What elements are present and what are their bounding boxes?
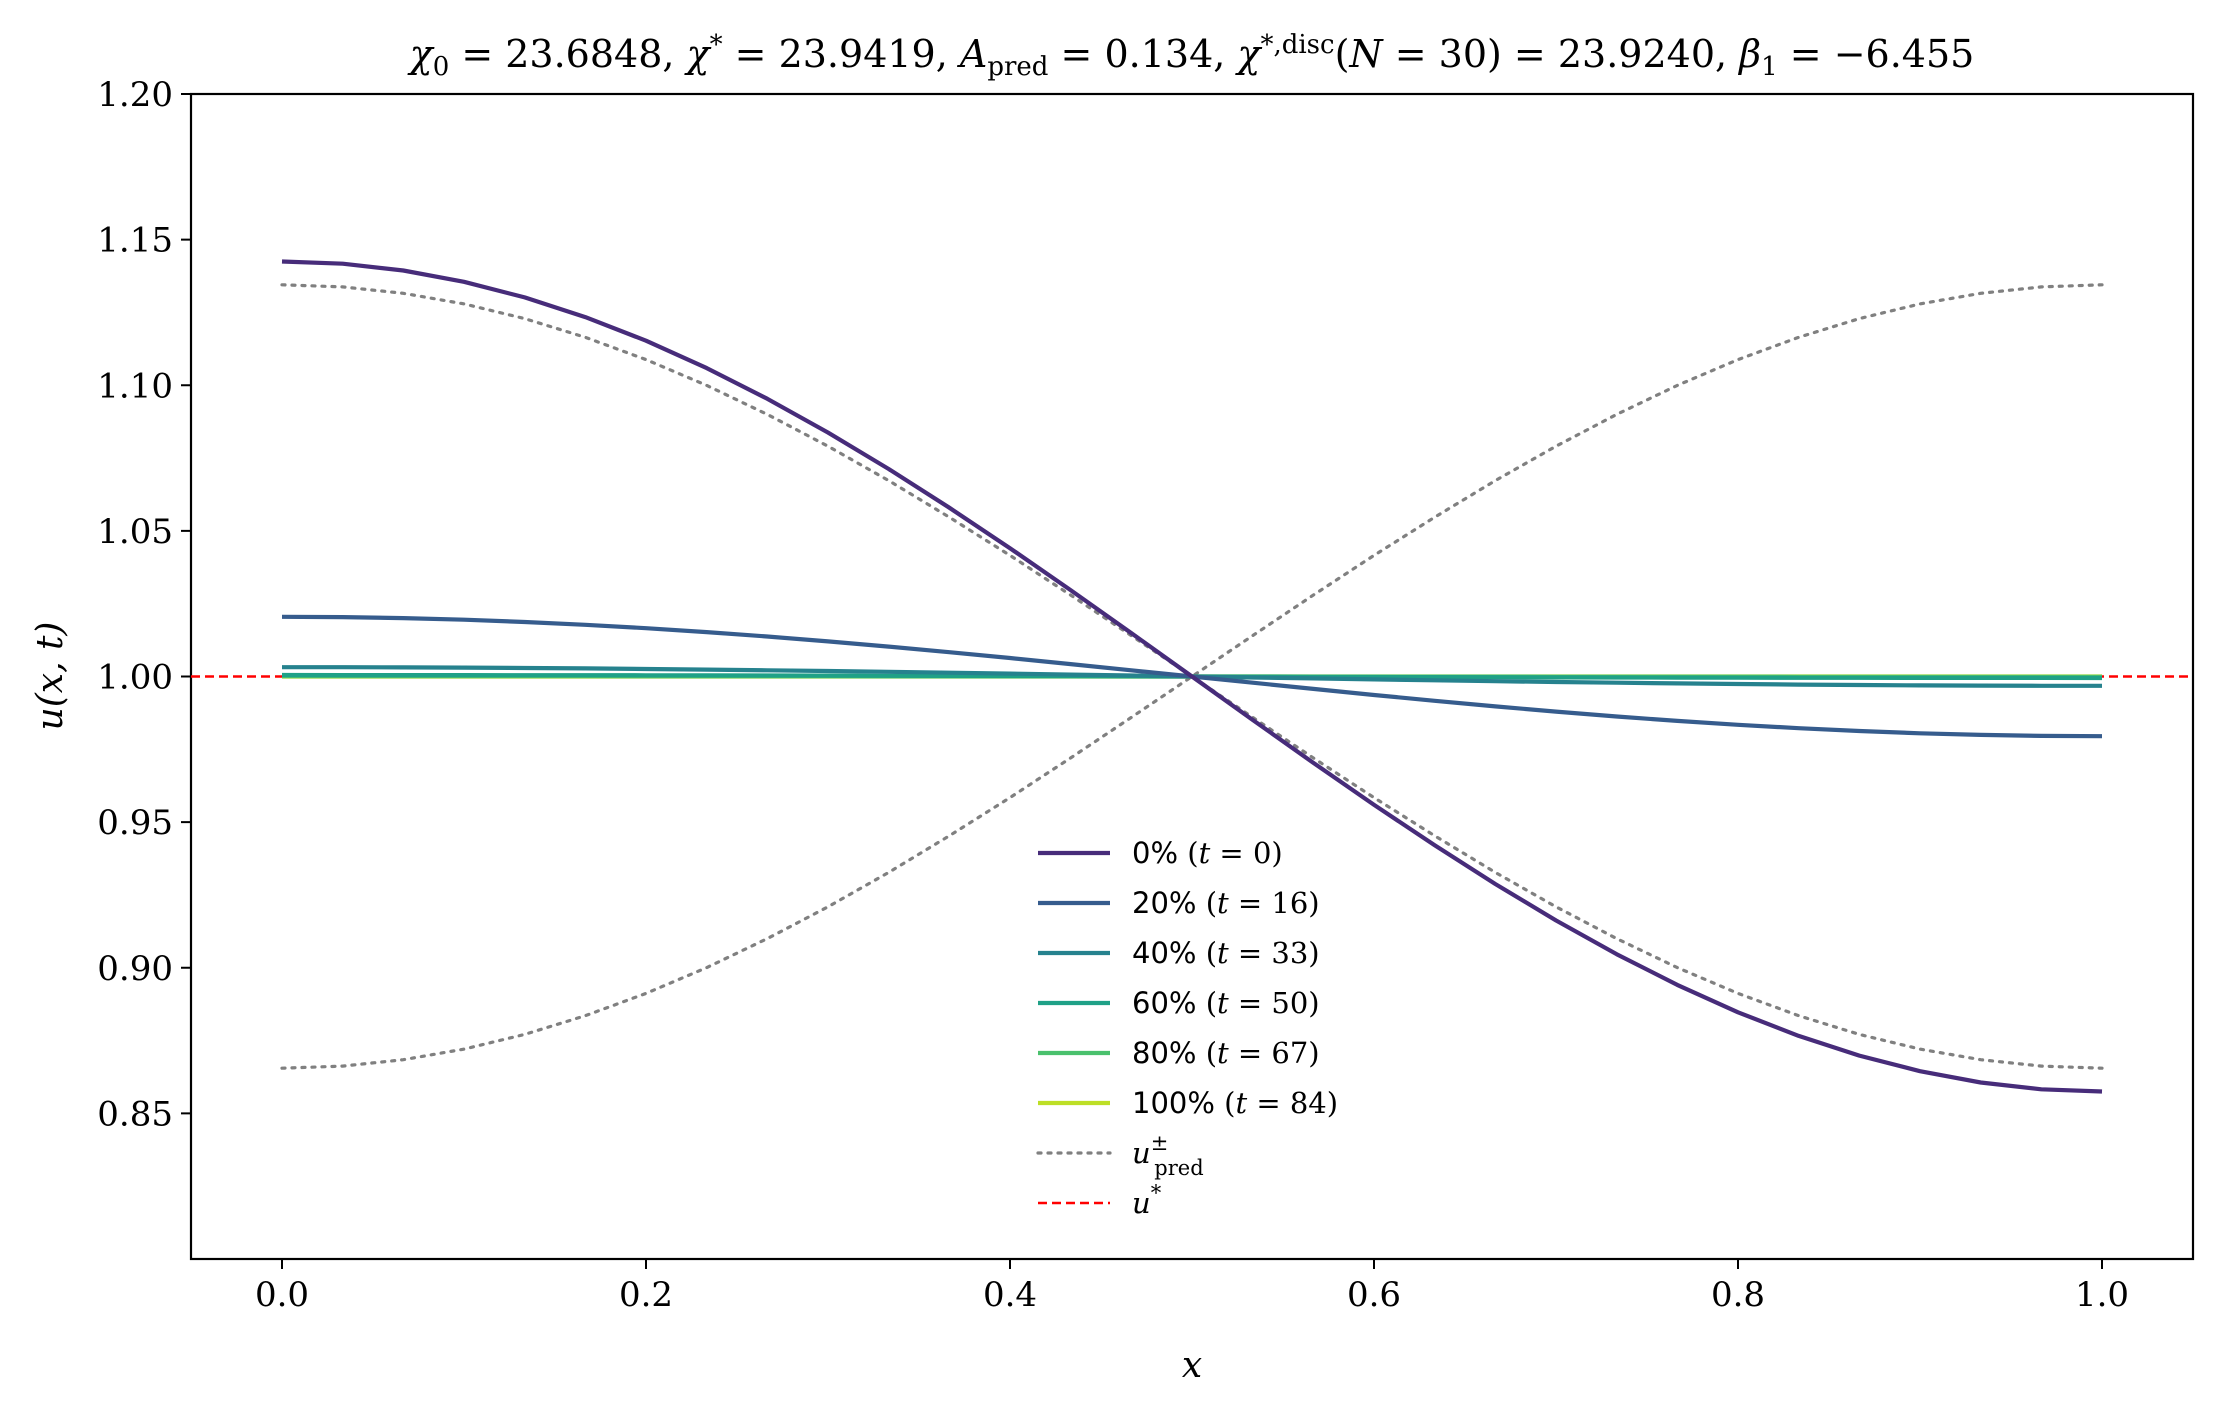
legend-item-100: 100% (t = 84) bbox=[1038, 1086, 1338, 1120]
legend-label: 60% (t = 50) bbox=[1132, 986, 1320, 1020]
x-tick-label: 1.0 bbox=[2075, 1275, 2129, 1315]
x-tick-label: 0.0 bbox=[255, 1275, 309, 1315]
legend-item-0: 0% (t = 0) bbox=[1038, 836, 1283, 870]
legend-item-40: 40% (t = 33) bbox=[1038, 936, 1320, 970]
series-0 bbox=[281, 259, 2103, 1094]
legend-label: u* bbox=[1132, 1181, 1162, 1220]
x-axis-ticks: 0.0 0.2 0.4 0.6 0.8 1.0 bbox=[255, 1259, 2129, 1315]
y-tick-label: 1.00 bbox=[97, 658, 173, 698]
x-tick-label: 0.6 bbox=[1347, 1275, 1401, 1315]
legend-label: 20% (t = 16) bbox=[1132, 886, 1320, 920]
chart-title: χ0 = 23.6848, χ* = 23.9419, Apred = 0.13… bbox=[407, 30, 1975, 82]
y-tick-label: 1.10 bbox=[97, 366, 173, 406]
legend-label: 80% (t = 67) bbox=[1132, 1036, 1320, 1070]
x-tick-label: 0.2 bbox=[619, 1275, 673, 1315]
legend-item-60: 60% (t = 50) bbox=[1038, 986, 1320, 1020]
series-u-pred-plus bbox=[280, 283, 2104, 1070]
x-tick-label: 0.4 bbox=[983, 1275, 1037, 1315]
legend-label: u± pred bbox=[1132, 1131, 1204, 1180]
y-axis-ticks: 0.85 0.90 0.95 1.00 1.05 1.10 1.15 1.20 bbox=[97, 75, 191, 1134]
legend-label: 40% (t = 33) bbox=[1132, 936, 1320, 970]
y-tick-label: 1.15 bbox=[97, 221, 173, 261]
y-tick-label: 1.20 bbox=[97, 75, 173, 115]
y-tick-label: 0.85 bbox=[97, 1094, 173, 1134]
x-axis-label: x bbox=[1182, 1345, 1202, 1386]
y-tick-label: 1.05 bbox=[97, 512, 173, 552]
y-tick-label: 0.95 bbox=[97, 803, 173, 843]
y-axis-label: u(x, t) bbox=[30, 622, 71, 731]
y-tick-label: 0.90 bbox=[97, 949, 173, 989]
legend: 0% (t = 0) 20% (t = 16) 40% (t = 33) 60% (t… bbox=[1036, 836, 1338, 1220]
series-u-pred-minus bbox=[280, 283, 2104, 1070]
legend-item-80: 80% (t = 67) bbox=[1038, 1036, 1320, 1070]
legend-item-pred: u± pred bbox=[1036, 1131, 1204, 1180]
legend-label: 100% (t = 84) bbox=[1132, 1086, 1338, 1120]
legend-item-ustar: u* bbox=[1038, 1181, 1162, 1220]
legend-label: 0% (t = 0) bbox=[1132, 836, 1283, 870]
x-tick-label: 0.8 bbox=[1711, 1275, 1765, 1315]
legend-item-20: 20% (t = 16) bbox=[1038, 886, 1320, 920]
series-layer bbox=[191, 259, 2193, 1094]
